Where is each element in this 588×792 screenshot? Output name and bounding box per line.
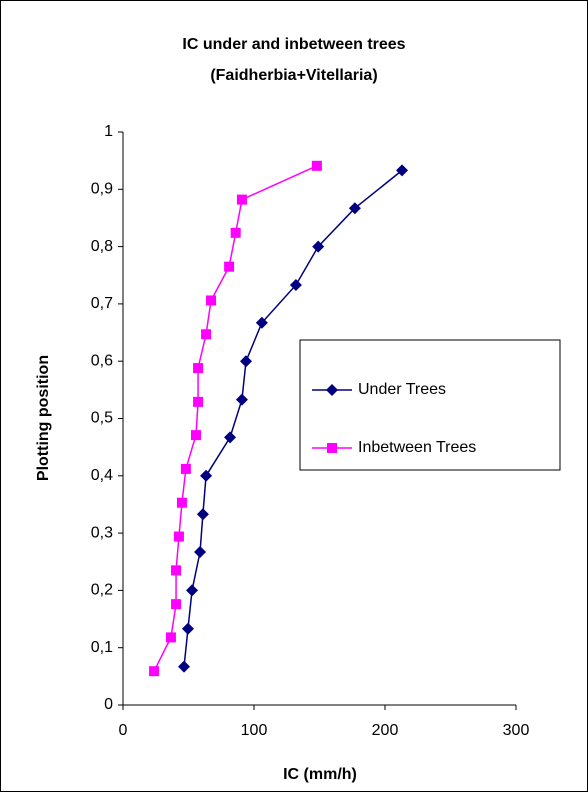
marker	[230, 227, 241, 238]
marker	[396, 164, 409, 177]
y-tick-label: 0,3	[91, 524, 113, 541]
legend-label: Inbetween Trees	[358, 439, 476, 456]
marker	[181, 622, 194, 635]
marker	[327, 443, 337, 453]
y-tick-label: 0,4	[91, 467, 113, 484]
series-line	[153, 165, 318, 672]
marker	[165, 632, 176, 643]
marker	[180, 463, 191, 474]
marker	[312, 240, 325, 253]
chart-subtitle: (Faidherbia+Vitellaria)	[210, 67, 377, 84]
marker	[348, 202, 361, 215]
y-tick-label: 0,5	[91, 410, 113, 427]
marker	[289, 278, 302, 291]
y-tick-label: 0,8	[91, 238, 113, 255]
x-tick-label: 0	[119, 722, 128, 739]
x-tick-label: 300	[503, 722, 530, 739]
marker	[173, 531, 184, 542]
x-axis-label: IC (mm/h)	[283, 766, 357, 783]
marker	[149, 666, 160, 677]
y-tick-label: 1	[104, 123, 113, 140]
x-tick-label: 200	[372, 722, 399, 739]
marker	[240, 355, 253, 368]
y-tick-label: 0,7	[91, 295, 113, 312]
chart-title: IC under and inbetween trees	[182, 36, 405, 53]
marker	[193, 363, 204, 374]
marker	[190, 430, 201, 441]
x-tick-label: 100	[241, 722, 268, 739]
marker	[186, 584, 199, 597]
marker	[200, 469, 213, 482]
y-axis-label: Plotting position	[35, 355, 52, 481]
y-tick-label: 0,2	[91, 582, 113, 599]
marker	[171, 599, 182, 610]
series-line	[183, 169, 403, 667]
y-tick-label: 0,9	[91, 181, 113, 198]
marker	[193, 396, 204, 407]
marker	[201, 329, 212, 340]
marker	[311, 160, 322, 171]
y-tick-label: 0,1	[91, 639, 113, 656]
marker	[194, 546, 207, 559]
marker	[171, 565, 182, 576]
legend-label: Under Trees	[358, 381, 446, 398]
marker	[255, 316, 268, 329]
y-tick-label: 0,6	[91, 352, 113, 369]
marker	[178, 660, 191, 673]
marker	[176, 497, 187, 508]
marker	[206, 295, 217, 306]
marker	[235, 393, 248, 406]
marker	[224, 261, 235, 272]
marker	[236, 194, 247, 205]
marker	[224, 431, 237, 444]
marker	[196, 508, 209, 521]
y-tick-label: 0	[104, 696, 113, 713]
marker	[326, 384, 338, 396]
